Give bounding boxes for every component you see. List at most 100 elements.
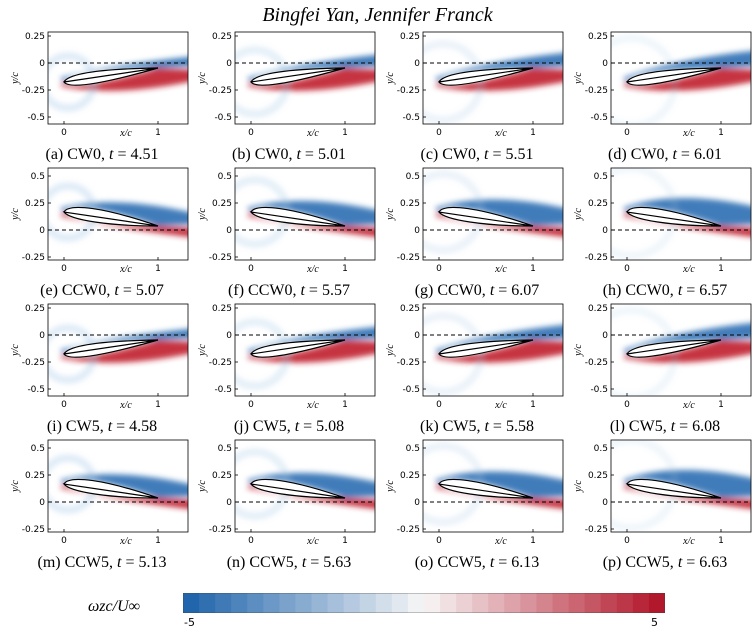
time-value: = 6.63: [682, 554, 728, 571]
y-axis-label: y/c: [385, 72, 396, 85]
panel-caption: (n) CCW5, t = 5.63: [195, 554, 383, 572]
time-symbol: t: [489, 554, 495, 571]
x-axis-label: x/c: [494, 264, 507, 275]
positive-vorticity-layer: [623, 340, 751, 363]
vorticity-panel: 0.25 0 -0.25 -0.5 0 1 x/c y/c (a) CW0, t = 4.51: [8, 30, 196, 170]
panel-plot: 0.25 0 -0.25 -0.5 0 1 x/c y/c: [10, 303, 189, 411]
x-axis-label: x/c: [306, 264, 319, 275]
airfoil: [437, 478, 534, 499]
y-tick-label: -0.5: [590, 385, 608, 395]
y-axis-label: y/c: [573, 72, 584, 85]
panel-tag: (k) CW5,: [420, 418, 485, 435]
panel-plot: 0.5 0.25 0 -0.25 0 1 x/c y/c: [10, 167, 189, 275]
y-tick-label: 0.5: [218, 444, 232, 454]
airfoil: [625, 206, 722, 227]
y-tick-label: 0: [602, 59, 608, 69]
airfoil: [437, 339, 534, 358]
vorticity-panel: 0.5 0.25 0 -0.25 0 1 x/c y/c (o) CCW5, t = 6.13: [383, 438, 571, 578]
x-axis-label: x/c: [682, 400, 695, 411]
x-axis-label: x/c: [682, 128, 695, 139]
y-tick-label: 0.5: [31, 444, 45, 454]
time-symbol: t: [677, 282, 683, 299]
y-tick-label: 0: [226, 226, 232, 236]
y-tick-label: 0: [39, 498, 45, 508]
colorbar-swatch: [552, 593, 570, 613]
panel-tag: (g) CCW0,: [414, 282, 490, 299]
airfoil: [437, 67, 534, 86]
panel-plot: 0.5 0.25 0 -0.25 0 1 x/c y/c: [573, 167, 752, 275]
airfoil: [249, 206, 346, 227]
x-axis-label: x/c: [682, 264, 695, 275]
x-tick-label: 1: [342, 128, 348, 138]
negative-vorticity-layer: [247, 472, 375, 498]
y-tick-label: 0.25: [25, 471, 45, 481]
y-axis-label: y/c: [573, 344, 584, 357]
x-tick-label: 0: [624, 128, 630, 138]
negative-vorticity-layer: [623, 198, 751, 226]
colorbar-swatch: [407, 593, 425, 613]
y-tick-label: 0.5: [218, 172, 232, 182]
colorbar-swatch: [327, 593, 345, 613]
vorticity-panel: 0.5 0.25 0 -0.25 0 1 x/c y/c (p) CCW5, t = 6.63: [571, 438, 755, 578]
airfoil: [249, 339, 346, 358]
airfoil: [625, 339, 722, 358]
time-value: = 6.13: [494, 554, 540, 571]
y-tick-label: -0.25: [209, 525, 232, 535]
y-axis-label: y/c: [385, 344, 396, 357]
negative-vorticity-layer: [435, 53, 563, 82]
colorbar-max-label: 5: [651, 616, 658, 629]
y-tick-label: 0.25: [400, 471, 420, 481]
y-tick-label: 0: [602, 226, 608, 236]
y-tick-label: 0.25: [400, 304, 420, 314]
x-tick-label: 1: [530, 536, 536, 546]
y-tick-label: -0.25: [22, 86, 45, 96]
colorbar-swatch: [632, 593, 650, 613]
colorbar-swatch: [648, 593, 665, 613]
y-tick-label: -0.25: [22, 525, 45, 535]
vorticity-field: [611, 306, 751, 396]
pressure-wave: [611, 34, 679, 124]
vorticity-panel: 0.25 0 -0.25 -0.5 0 1 x/c y/c (c) CW0, t = 5.51: [383, 30, 571, 170]
x-tick-label: 1: [718, 128, 724, 138]
panel-plot: 0.25 0 -0.25 -0.5 0 1 x/c y/c: [10, 31, 189, 139]
pressure-wave: [423, 312, 485, 396]
panel-plot: 0.25 0 -0.25 -0.5 0 1 x/c y/c: [573, 31, 752, 139]
positive-vorticity-layer: [60, 212, 188, 237]
y-tick-label: -0.25: [397, 525, 420, 535]
y-tick-label: -0.25: [22, 253, 45, 263]
time-symbol: t: [672, 146, 677, 163]
panel-caption: (d) CW0, t = 6.01: [571, 146, 755, 164]
x-tick-label: 1: [718, 536, 724, 546]
colorbar-swatch: [456, 593, 473, 613]
time-symbol: t: [107, 418, 113, 435]
negative-vorticity-layer: [435, 199, 563, 226]
panel-tag: (b) CW0,: [232, 146, 297, 163]
panel-caption: (b) CW0, t = 5.01: [195, 146, 383, 164]
airfoil: [625, 67, 722, 86]
y-tick-label: 0.5: [406, 172, 420, 182]
y-tick-label: -0.25: [22, 358, 45, 368]
colorbar-swatch: [247, 593, 264, 613]
vorticity-panel: 0.5 0.25 0 -0.25 0 1 x/c y/c (g) CCW0, t = 6.07: [383, 166, 571, 306]
panel-tag: (i) CW5,: [46, 418, 108, 435]
negative-vorticity-layer: [435, 471, 563, 498]
airfoil: [62, 339, 159, 358]
x-tick-label: 0: [61, 264, 67, 274]
colorbar-swatch: [424, 593, 441, 613]
colorbar-swatch: [440, 593, 457, 613]
y-tick-label: 0.25: [25, 199, 45, 209]
colorbar-swatch: [263, 593, 280, 613]
time-value: = 6.57: [682, 282, 728, 299]
time-value: = 6.08: [675, 418, 721, 435]
x-tick-label: 0: [624, 536, 630, 546]
y-axis-label: y/c: [197, 480, 208, 493]
panel-caption: (i) CW5, t = 4.58: [8, 418, 196, 436]
y-tick-label: -0.5: [214, 113, 232, 123]
colorbar-swatch: [231, 593, 248, 613]
colorbar-swatch: [504, 593, 521, 613]
x-axis-label: x/c: [682, 536, 695, 547]
time-value: = 6.01: [676, 146, 722, 163]
time-symbol: t: [296, 146, 301, 163]
y-tick-label: 0: [414, 498, 420, 508]
x-axis-label: x/c: [494, 400, 507, 411]
